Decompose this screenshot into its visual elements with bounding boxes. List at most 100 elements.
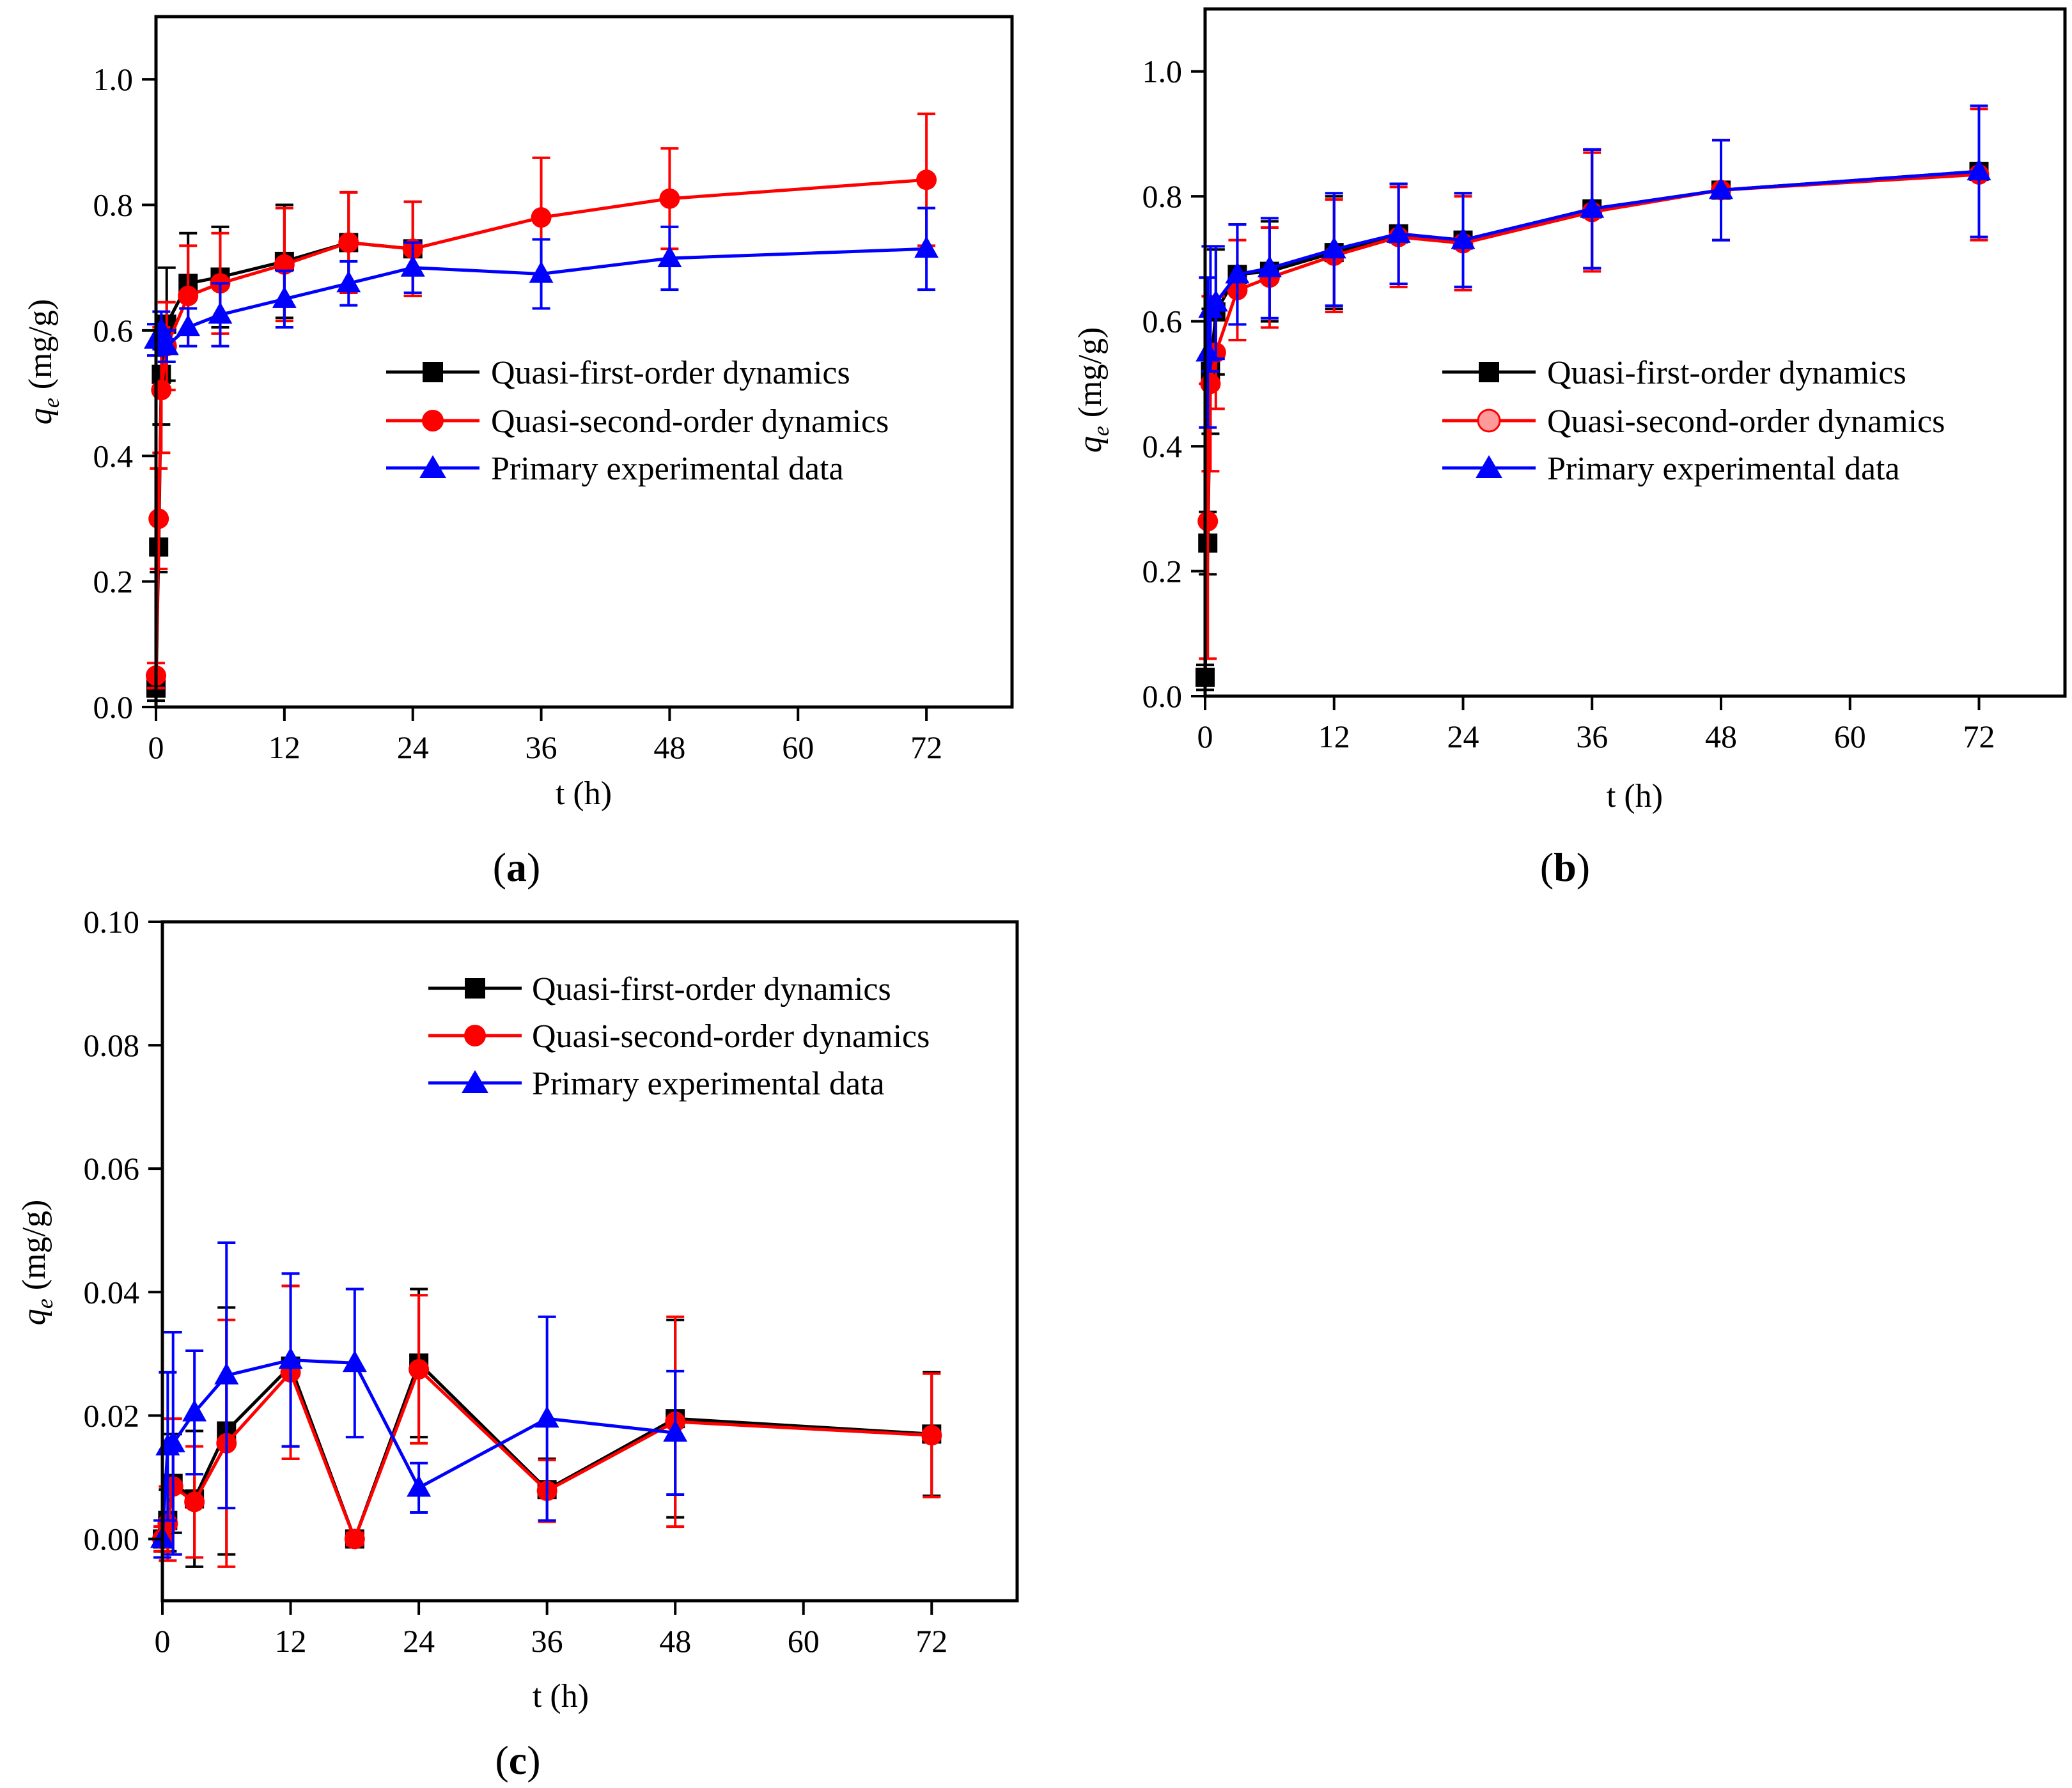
- y-tick-label-a-4: 0.8: [93, 187, 134, 223]
- series-a-exp: [144, 206, 939, 363]
- legend-marker-b-exp: [1476, 455, 1502, 478]
- x-tick-label-a-4: 48: [653, 729, 685, 765]
- point-a-exp-7: [400, 254, 425, 277]
- y-axis-symbol-a: q: [22, 408, 59, 424]
- y-axis-title-a: qe (mg/g): [22, 299, 64, 425]
- point-a-second-10: [659, 188, 680, 209]
- point-c-second-6: [344, 1528, 365, 1550]
- y-tick-label-c-1: 0.02: [84, 1397, 140, 1433]
- x-tick-label-c-1: 12: [275, 1623, 307, 1659]
- point-a-second-7: [338, 232, 359, 253]
- legend-label-c-first: Quasi-first-order dynamics: [532, 971, 891, 1007]
- y-tick-label-c-3: 0.06: [84, 1151, 140, 1186]
- plot-layer-a: [144, 113, 939, 703]
- point-b-exp-3: [1225, 261, 1250, 284]
- y-tick-label-a-5: 1.0: [93, 61, 134, 97]
- y-axis-unit-b: (mg/g): [1072, 327, 1109, 426]
- y-tick-label-b-3: 0.6: [1142, 304, 1183, 339]
- y-tick-label-a-1: 0.2: [93, 564, 134, 600]
- x-axis-title-a: t (h): [556, 775, 612, 812]
- x-tick-label-b-1: 12: [1318, 719, 1350, 754]
- x-tick-label-a-3: 36: [526, 729, 557, 765]
- legend-label-b-exp: Primary experimental data: [1547, 451, 1900, 487]
- y-tick-label-b-0: 0.0: [1142, 678, 1183, 714]
- x-tick-label-c-0: 0: [155, 1623, 171, 1659]
- point-a-second-11: [916, 169, 937, 190]
- point-c-exp-3: [182, 1399, 207, 1422]
- point-a-second-2: [151, 380, 172, 401]
- point-a-second-4: [178, 285, 199, 306]
- x-axis-title-b: t (h): [1607, 778, 1663, 814]
- x-tick-label-c-4: 48: [659, 1623, 691, 1659]
- series-a-second: [146, 113, 937, 690]
- point-b-exp-0: [1196, 339, 1220, 362]
- point-c-exp-4: [214, 1362, 239, 1385]
- legend-c: Quasi-first-order dynamics Quasi-second-…: [428, 971, 930, 1102]
- point-b-second-0: [1197, 511, 1219, 532]
- panel-caption-c: (c): [495, 1737, 540, 1783]
- plot-frame-c: [160, 920, 1019, 1603]
- point-a-exp-5: [272, 286, 297, 308]
- y-tick-label-c-4: 0.08: [84, 1027, 140, 1063]
- legend-marker-c-exp: [462, 1070, 488, 1093]
- point-b-exp-6: [1386, 221, 1411, 243]
- legend-label-c-exp: Primary experimental data: [532, 1066, 885, 1102]
- panel-caption-a: (a): [493, 844, 541, 890]
- legend-label-a-first: Quasi-first-order dynamics: [491, 355, 850, 391]
- legend-b: Quasi-first-order dynamics Quasi-second-…: [1442, 355, 1945, 487]
- point-b-exp-5: [1321, 237, 1346, 259]
- y-axis-title-b: qe (mg/g): [1072, 327, 1114, 453]
- y-axis-subscript-b: e: [1088, 426, 1114, 436]
- legend-label-b-first: Quasi-first-order dynamics: [1547, 355, 1906, 391]
- point-a-second-9: [531, 207, 552, 228]
- point-b-exp-7: [1451, 227, 1476, 249]
- y-tick-label-a-3: 0.6: [93, 313, 134, 348]
- legend-marker-a-second: [422, 410, 444, 431]
- point-c-exp-9: [663, 1420, 688, 1442]
- point-b-exp-2: [1203, 290, 1228, 312]
- tick-layer-c: 0 12 24 36 48 60 72 0.00 0.02 0.04 0.06 0.08 0.10: [84, 904, 948, 1659]
- legend-label-c-second: Quasi-second-order dynamics: [532, 1018, 930, 1055]
- y-tick-label-b-4: 0.8: [1142, 178, 1183, 214]
- y-axis-subscript-a: e: [38, 398, 64, 408]
- y-tick-label-b-2: 0.4: [1142, 428, 1183, 464]
- x-tick-label-b-3: 36: [1576, 719, 1608, 754]
- legend-marker-a-first: [423, 362, 443, 382]
- x-tick-label-b-6: 72: [1963, 719, 1995, 754]
- point-b-exp-8: [1580, 196, 1605, 218]
- point-a-exp-3: [176, 315, 201, 336]
- y-tick-label-c-5: 0.10: [84, 904, 140, 940]
- plot-layer-b: [1196, 104, 1991, 692]
- point-c-second-10: [921, 1425, 942, 1446]
- series-c-exp: [150, 1241, 688, 1559]
- point-b-exp-10: [1967, 159, 1991, 181]
- tick-layer-a: 0 12 24 36 48 60 72 0.0 0.2 0.4 0.6 0.8 1.0: [93, 61, 943, 765]
- x-tick-label-c-6: 72: [915, 1623, 947, 1659]
- legend-label-a-second: Quasi-second-order dynamics: [491, 403, 889, 440]
- x-tick-label-c-2: 24: [403, 1623, 435, 1659]
- point-a-exp-9: [657, 245, 682, 267]
- point-c-exp-7: [407, 1475, 432, 1497]
- x-tick-label-c-3: 36: [531, 1623, 563, 1659]
- plot-frame-b: [1203, 7, 2067, 698]
- point-c-second-7: [409, 1358, 430, 1380]
- x-tick-label-a-5: 60: [782, 729, 814, 765]
- legend-marker-c-second: [464, 1025, 486, 1046]
- point-a-exp-2: [154, 333, 179, 355]
- y-tick-label-c-0: 0.00: [84, 1521, 140, 1557]
- y-tick-label-a-2: 0.4: [93, 438, 134, 474]
- tick-layer-b: 0 12 24 36 48 60 72 0.0 0.2 0.4 0.6 0.8 1.0: [1142, 54, 1995, 754]
- x-tick-label-b-2: 24: [1447, 719, 1479, 754]
- panel-a: 0 12 24 36 48 60 72 0.0 0.2 0.4 0.6 0.8 1.0 t (h) qe…: [22, 15, 1014, 890]
- plot-layer-c: [150, 1241, 942, 1568]
- point-a-exp-4: [208, 302, 233, 324]
- x-tick-label-a-6: 72: [910, 729, 942, 765]
- x-tick-label-b-0: 0: [1197, 719, 1213, 754]
- point-c-second-3: [184, 1491, 205, 1512]
- point-b-second-1: [1200, 373, 1221, 394]
- point-b-exp-4: [1257, 255, 1282, 277]
- plot-frame-a: [154, 15, 1014, 709]
- legend-marker-b-first: [1479, 362, 1499, 382]
- legend-a: Quasi-first-order dynamics Quasi-second-…: [386, 355, 889, 487]
